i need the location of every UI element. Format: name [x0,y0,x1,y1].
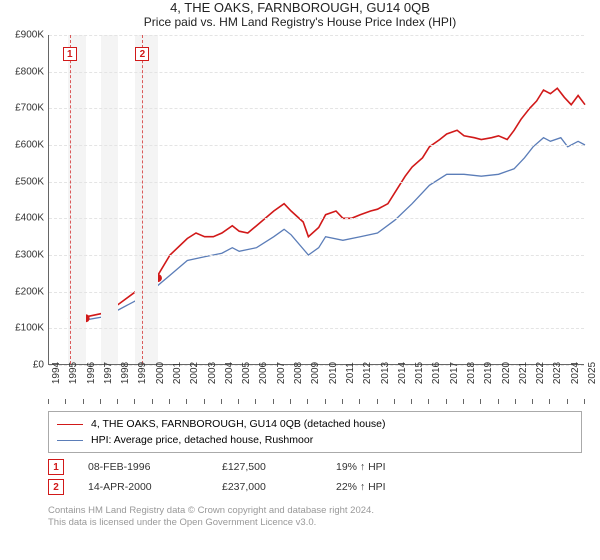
x-tick-mark [83,399,84,404]
x-tick-mark [48,399,49,404]
footer-line-1: Contains HM Land Registry data © Crown c… [48,505,582,517]
footer-line-2: This data is licensed under the Open Gov… [48,517,582,529]
event-price: £237,000 [222,481,312,493]
legend-row: HPI: Average price, detached house, Rush… [57,432,573,448]
x-tick-mark [584,399,585,404]
event-badge-on-chart: 2 [135,47,149,61]
event-date: 08-FEB-1996 [88,461,198,473]
event-row: 1 08-FEB-1996 £127,500 19% ↑ HPI [48,457,582,477]
y-tick-label: £100K [15,323,44,334]
legend-swatch [57,440,83,441]
x-tick-mark [428,399,429,404]
x-tick-mark [255,399,256,404]
x-tick-mark [532,399,533,404]
x-tick-mark [549,399,550,404]
x-tick-mark [567,399,568,404]
y-tick-label: £0 [33,360,44,371]
y-tick-label: £700K [15,103,44,114]
x-tick-mark [480,399,481,404]
event-vline [142,35,143,364]
x-tick-mark [65,399,66,404]
chart-title: 4, THE OAKS, FARNBOROUGH, GU14 0QB [0,0,600,15]
x-tick-mark [134,399,135,404]
chart-area: 12 £0£100K£200K£300K£400K£500K£600K£700K… [48,35,584,365]
x-tick-mark [186,399,187,404]
x-tick-mark [359,399,360,404]
x-tick-mark [204,399,205,404]
y-axis: £0£100K£200K£300K£400K£500K£600K£700K£80… [2,35,46,365]
x-tick-mark [100,399,101,404]
y-tick-label: £500K [15,176,44,187]
legend-label: 4, THE OAKS, FARNBOROUGH, GU14 0QB (deta… [91,418,386,430]
event-price: £127,500 [222,461,312,473]
chart-container: 4, THE OAKS, FARNBOROUGH, GU14 0QB Price… [0,0,600,560]
y-tick-label: £900K [15,30,44,41]
event-delta: 22% ↑ HPI [336,481,386,493]
x-tick-mark [307,399,308,404]
x-tick-label: 2025 [587,362,600,384]
y-tick-label: £200K [15,286,44,297]
x-tick-mark [221,399,222,404]
x-tick-mark [273,399,274,404]
y-tick-label: £800K [15,66,44,77]
footer: Contains HM Land Registry data © Crown c… [48,505,582,530]
x-tick-mark [411,399,412,404]
y-tick-label: £400K [15,213,44,224]
events-table: 1 08-FEB-1996 £127,500 19% ↑ HPI 2 14-APR-200… [48,457,582,497]
chart-subtitle: Price paid vs. HM Land Registry's House … [0,15,600,29]
legend: 4, THE OAKS, FARNBOROUGH, GU14 0QB (deta… [48,411,582,453]
x-tick-mark [325,399,326,404]
event-delta: 19% ↑ HPI [336,461,386,473]
x-tick-mark [394,399,395,404]
event-row: 2 14-APR-2000 £237,000 22% ↑ HPI [48,477,582,497]
legend-label: HPI: Average price, detached house, Rush… [91,434,313,446]
x-tick-mark [498,399,499,404]
x-tick-mark [152,399,153,404]
event-vline [70,35,71,364]
event-badge: 1 [48,459,64,475]
x-tick-mark [117,399,118,404]
x-tick-mark [290,399,291,404]
x-tick-mark [342,399,343,404]
event-date: 14-APR-2000 [88,481,198,493]
x-tick-mark [377,399,378,404]
y-tick-label: £300K [15,250,44,261]
event-badge: 2 [48,479,64,495]
x-tick-mark [169,399,170,404]
x-axis: 1994199519961997199819992000200120022003… [48,365,584,403]
x-tick-mark [446,399,447,404]
x-tick-mark [238,399,239,404]
plot-area: 12 [48,35,584,365]
legend-swatch [57,424,83,425]
event-badge-on-chart: 1 [63,47,77,61]
x-tick-mark [515,399,516,404]
legend-row: 4, THE OAKS, FARNBOROUGH, GU14 0QB (deta… [57,416,573,432]
y-tick-label: £600K [15,140,44,151]
x-tick-mark [463,399,464,404]
